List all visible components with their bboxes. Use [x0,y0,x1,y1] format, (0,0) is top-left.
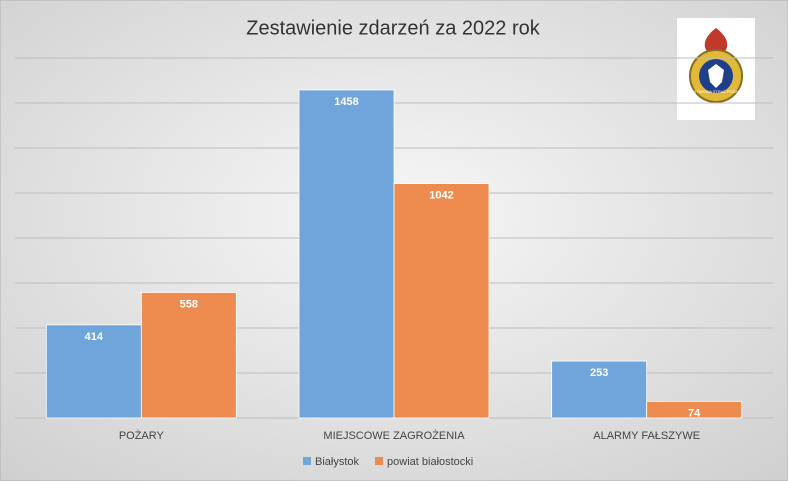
value-label: 1458 [334,96,358,108]
x-tick-label: POŻARY [119,429,165,442]
x-tick-label: ALARMY FAŁSZYWE [593,430,700,442]
value-label: 74 [688,407,701,419]
chart-title: Zestawienie zdarzeń za 2022 rok [246,17,540,39]
bar [140,292,237,419]
legend-swatch [375,457,384,465]
value-label: 558 [180,298,198,310]
bar [646,400,743,419]
legend-label: powiat białostocki [387,456,473,468]
legend-swatch [303,457,311,465]
value-label: 1042 [429,189,453,201]
logo: PAŃSTWOWA STRAŻ POŻARNA [677,18,755,120]
bar [45,324,142,419]
bar [551,360,648,419]
x-tick-label: MIEJSCOWE ZAGROŻENIA [323,429,465,442]
logo-text: PAŃSTWOWA STRAŻ POŻARNA [686,89,747,94]
bar [298,89,395,419]
logo-eagle [708,64,724,88]
value-label: 414 [85,331,104,343]
legend-label: Białystok [315,456,360,468]
bar [393,183,490,419]
value-label: 253 [590,367,608,379]
